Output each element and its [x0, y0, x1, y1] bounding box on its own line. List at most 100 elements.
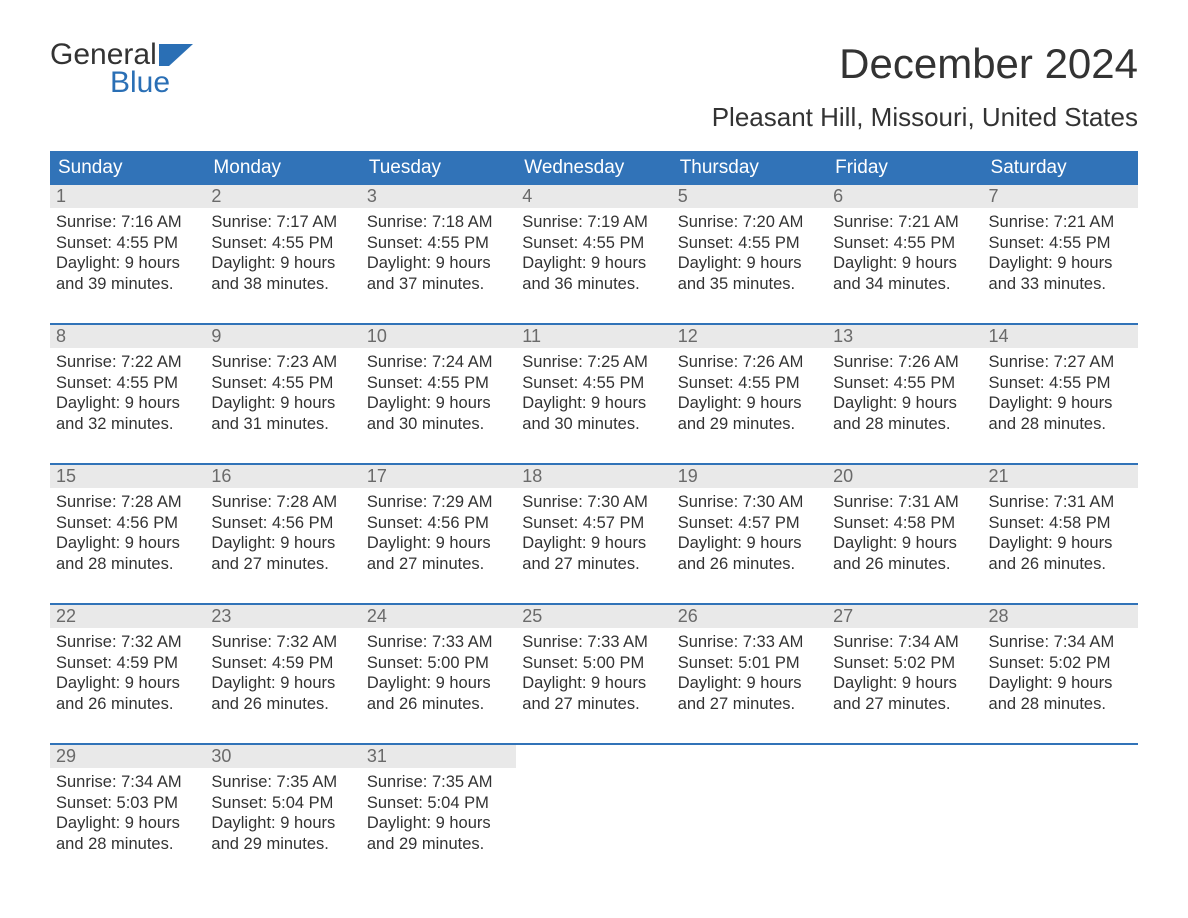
- day-detail-line: and 28 minutes.: [989, 414, 1132, 435]
- calendar-day: 9Sunrise: 7:23 AMSunset: 4:55 PMDaylight…: [205, 325, 360, 445]
- day-detail-line: Daylight: 9 hours: [56, 813, 199, 834]
- flag-icon: [159, 44, 193, 66]
- day-detail-line: and 34 minutes.: [833, 274, 976, 295]
- day-detail-line: Sunset: 4:56 PM: [367, 513, 510, 534]
- calendar-day: 26Sunrise: 7:33 AMSunset: 5:01 PMDayligh…: [672, 605, 827, 725]
- day-number: 18: [516, 465, 671, 488]
- day-number: 3: [361, 185, 516, 208]
- location-subtitle: Pleasant Hill, Missouri, United States: [50, 102, 1138, 133]
- day-detail-line: Sunset: 4:55 PM: [522, 233, 665, 254]
- day-detail-line: Sunset: 4:55 PM: [678, 233, 821, 254]
- day-details: Sunrise: 7:23 AMSunset: 4:55 PMDaylight:…: [205, 348, 360, 441]
- day-header: Friday: [827, 151, 982, 185]
- calendar-day: 29Sunrise: 7:34 AMSunset: 5:03 PMDayligh…: [50, 745, 205, 865]
- calendar-day: 28Sunrise: 7:34 AMSunset: 5:02 PMDayligh…: [983, 605, 1138, 725]
- day-number: 31: [361, 745, 516, 768]
- day-details: Sunrise: 7:18 AMSunset: 4:55 PMDaylight:…: [361, 208, 516, 301]
- day-detail-line: and 26 minutes.: [56, 694, 199, 715]
- day-detail-line: and 27 minutes.: [522, 554, 665, 575]
- day-detail-line: and 36 minutes.: [522, 274, 665, 295]
- day-number: 8: [50, 325, 205, 348]
- day-detail-line: Sunset: 4:55 PM: [678, 373, 821, 394]
- day-detail-line: Sunset: 4:57 PM: [522, 513, 665, 534]
- day-number: 7: [983, 185, 1138, 208]
- day-detail-line: Sunrise: 7:35 AM: [367, 772, 510, 793]
- day-detail-line: Daylight: 9 hours: [56, 673, 199, 694]
- day-detail-line: and 30 minutes.: [522, 414, 665, 435]
- day-detail-line: and 26 minutes.: [678, 554, 821, 575]
- day-detail-line: Sunrise: 7:33 AM: [678, 632, 821, 653]
- day-details: Sunrise: 7:30 AMSunset: 4:57 PMDaylight:…: [672, 488, 827, 581]
- day-detail-line: Daylight: 9 hours: [833, 393, 976, 414]
- day-detail-line: Sunset: 4:58 PM: [833, 513, 976, 534]
- day-detail-line: Sunset: 5:04 PM: [367, 793, 510, 814]
- day-detail-line: and 27 minutes.: [211, 554, 354, 575]
- calendar-week: 29Sunrise: 7:34 AMSunset: 5:03 PMDayligh…: [50, 743, 1138, 865]
- day-number: 20: [827, 465, 982, 488]
- day-detail-line: Sunset: 4:56 PM: [211, 513, 354, 534]
- calendar-day: 16Sunrise: 7:28 AMSunset: 4:56 PMDayligh…: [205, 465, 360, 585]
- day-detail-line: Daylight: 9 hours: [56, 393, 199, 414]
- day-number: 1: [50, 185, 205, 208]
- day-detail-line: and 35 minutes.: [678, 274, 821, 295]
- day-detail-line: Daylight: 9 hours: [367, 813, 510, 834]
- day-number: 17: [361, 465, 516, 488]
- calendar-day: 6Sunrise: 7:21 AMSunset: 4:55 PMDaylight…: [827, 185, 982, 305]
- day-detail-line: Sunrise: 7:26 AM: [833, 352, 976, 373]
- day-number: 4: [516, 185, 671, 208]
- day-details: Sunrise: 7:33 AMSunset: 5:00 PMDaylight:…: [516, 628, 671, 721]
- calendar-week: 1Sunrise: 7:16 AMSunset: 4:55 PMDaylight…: [50, 185, 1138, 305]
- day-detail-line: Daylight: 9 hours: [367, 253, 510, 274]
- day-detail-line: and 26 minutes.: [367, 694, 510, 715]
- calendar-day: 5Sunrise: 7:20 AMSunset: 4:55 PMDaylight…: [672, 185, 827, 305]
- day-detail-line: Sunrise: 7:33 AM: [367, 632, 510, 653]
- day-detail-line: Sunrise: 7:30 AM: [678, 492, 821, 513]
- calendar-header-row: SundayMondayTuesdayWednesdayThursdayFrid…: [50, 151, 1138, 185]
- day-detail-line: Sunrise: 7:31 AM: [989, 492, 1132, 513]
- calendar-day: [516, 745, 671, 865]
- day-detail-line: Daylight: 9 hours: [522, 533, 665, 554]
- day-detail-line: and 27 minutes.: [522, 694, 665, 715]
- calendar-day: 27Sunrise: 7:34 AMSunset: 5:02 PMDayligh…: [827, 605, 982, 725]
- day-number: 2: [205, 185, 360, 208]
- calendar-day: 10Sunrise: 7:24 AMSunset: 4:55 PMDayligh…: [361, 325, 516, 445]
- day-number: 21: [983, 465, 1138, 488]
- day-detail-line: Daylight: 9 hours: [678, 533, 821, 554]
- day-details: Sunrise: 7:28 AMSunset: 4:56 PMDaylight:…: [205, 488, 360, 581]
- day-detail-line: Sunset: 4:59 PM: [56, 653, 199, 674]
- calendar-day: 22Sunrise: 7:32 AMSunset: 4:59 PMDayligh…: [50, 605, 205, 725]
- calendar-day: 1Sunrise: 7:16 AMSunset: 4:55 PMDaylight…: [50, 185, 205, 305]
- calendar-week: 15Sunrise: 7:28 AMSunset: 4:56 PMDayligh…: [50, 463, 1138, 585]
- day-details: Sunrise: 7:34 AMSunset: 5:03 PMDaylight:…: [50, 768, 205, 861]
- day-detail-line: and 26 minutes.: [989, 554, 1132, 575]
- calendar: SundayMondayTuesdayWednesdayThursdayFrid…: [50, 151, 1138, 865]
- day-number: 28: [983, 605, 1138, 628]
- calendar-day: 19Sunrise: 7:30 AMSunset: 4:57 PMDayligh…: [672, 465, 827, 585]
- day-details: Sunrise: 7:25 AMSunset: 4:55 PMDaylight:…: [516, 348, 671, 441]
- calendar-day: 8Sunrise: 7:22 AMSunset: 4:55 PMDaylight…: [50, 325, 205, 445]
- day-detail-line: Daylight: 9 hours: [833, 533, 976, 554]
- day-detail-line: Daylight: 9 hours: [989, 393, 1132, 414]
- day-details: Sunrise: 7:27 AMSunset: 4:55 PMDaylight:…: [983, 348, 1138, 441]
- day-detail-line: Daylight: 9 hours: [211, 533, 354, 554]
- day-detail-line: Sunset: 4:55 PM: [989, 233, 1132, 254]
- calendar-day: 11Sunrise: 7:25 AMSunset: 4:55 PMDayligh…: [516, 325, 671, 445]
- day-detail-line: Daylight: 9 hours: [833, 253, 976, 274]
- day-detail-line: Daylight: 9 hours: [211, 673, 354, 694]
- day-detail-line: Sunrise: 7:25 AM: [522, 352, 665, 373]
- calendar-day: [983, 745, 1138, 865]
- day-detail-line: and 29 minutes.: [678, 414, 821, 435]
- day-details: Sunrise: 7:21 AMSunset: 4:55 PMDaylight:…: [827, 208, 982, 301]
- day-number: 22: [50, 605, 205, 628]
- day-detail-line: Sunset: 5:02 PM: [989, 653, 1132, 674]
- day-detail-line: Sunset: 4:55 PM: [833, 373, 976, 394]
- day-detail-line: Daylight: 9 hours: [833, 673, 976, 694]
- day-detail-line: Sunset: 4:55 PM: [56, 233, 199, 254]
- day-number: 26: [672, 605, 827, 628]
- calendar-day: 3Sunrise: 7:18 AMSunset: 4:55 PMDaylight…: [361, 185, 516, 305]
- day-detail-line: Sunset: 5:02 PM: [833, 653, 976, 674]
- day-details: Sunrise: 7:28 AMSunset: 4:56 PMDaylight:…: [50, 488, 205, 581]
- day-detail-line: and 28 minutes.: [989, 694, 1132, 715]
- day-detail-line: Sunrise: 7:31 AM: [833, 492, 976, 513]
- day-number: 25: [516, 605, 671, 628]
